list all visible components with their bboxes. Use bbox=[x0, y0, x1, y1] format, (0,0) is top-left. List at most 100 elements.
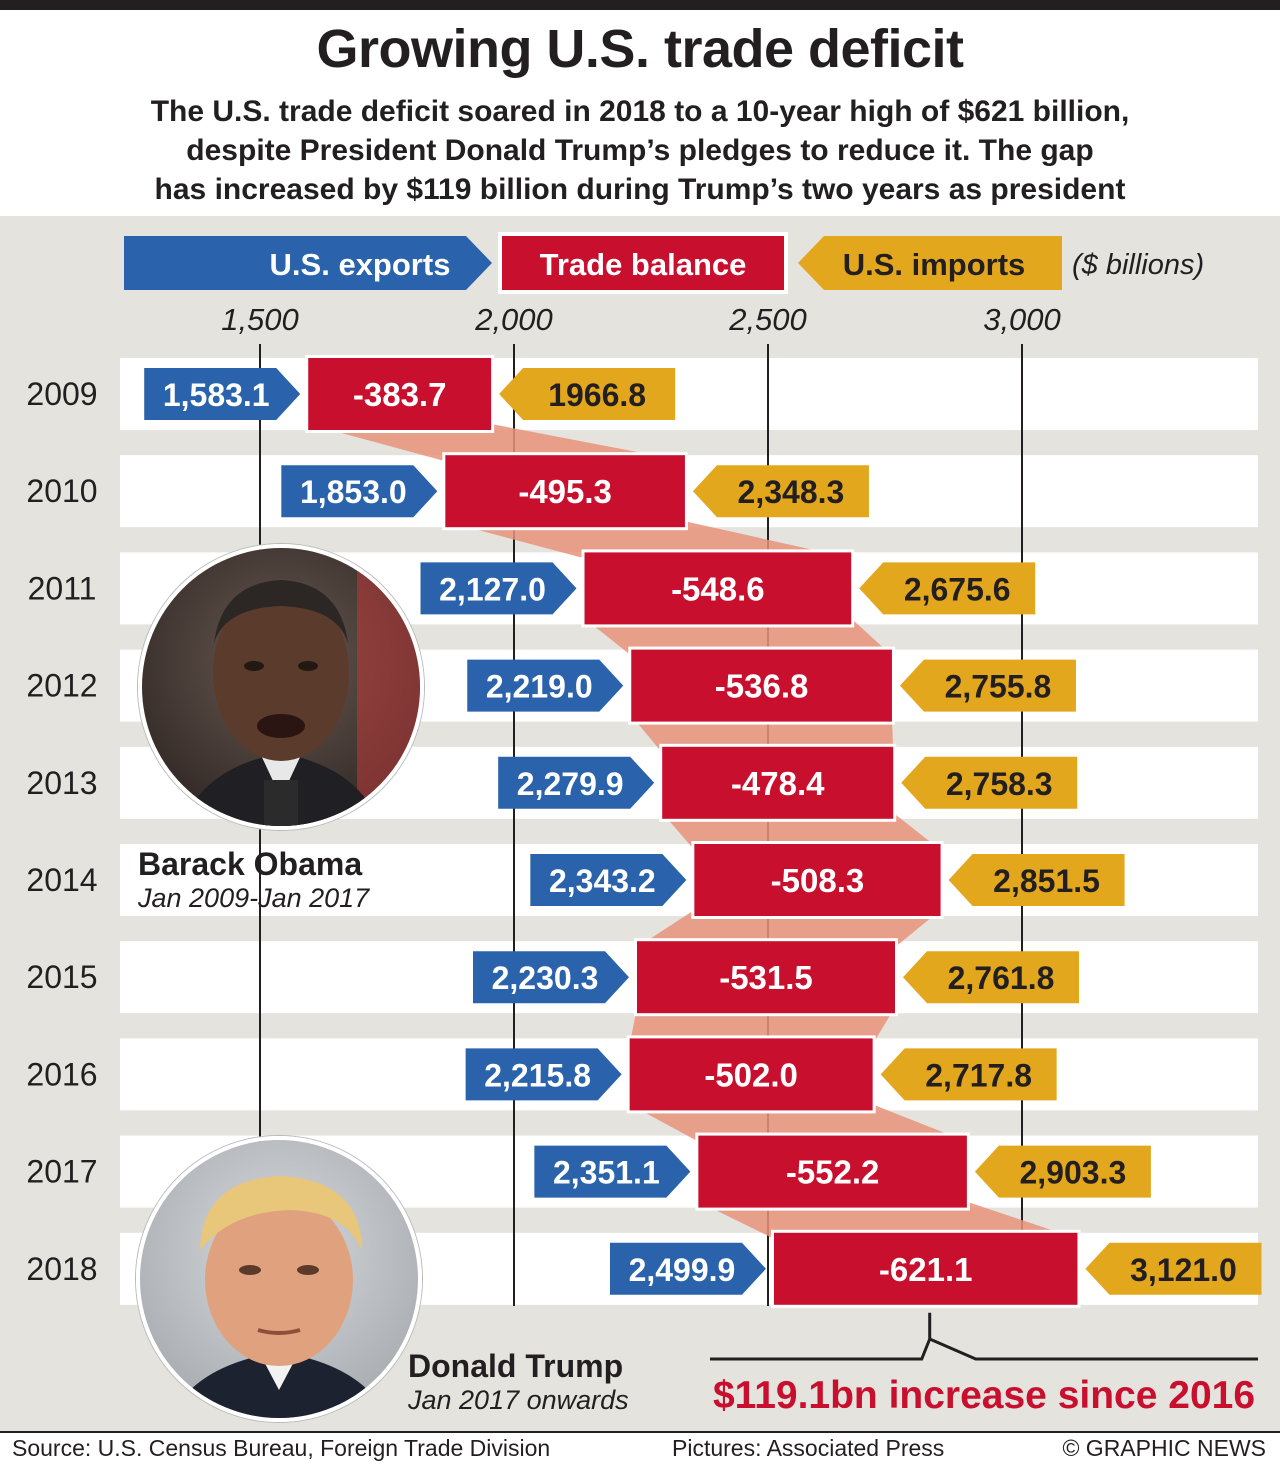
balance-connector bbox=[698, 1201, 1078, 1239]
exports-arrow bbox=[420, 562, 577, 615]
imports-arrow bbox=[880, 1048, 1057, 1101]
x-tick-label: 2,500 bbox=[728, 302, 807, 337]
legend-units: ($ billions) bbox=[1072, 249, 1204, 281]
trump-name: Donald Trump bbox=[408, 1348, 624, 1384]
balance-box bbox=[636, 941, 895, 1014]
imports-arrow bbox=[1085, 1242, 1262, 1295]
obama-portrait bbox=[138, 544, 424, 830]
balance-box bbox=[698, 1135, 967, 1208]
imports-value-label: 2,903.3 bbox=[1019, 1155, 1126, 1191]
imports-value-label: 2,761.8 bbox=[948, 960, 1055, 996]
imports-arrow bbox=[948, 854, 1125, 906]
row-year-label: 2018 bbox=[26, 1251, 97, 1287]
balance-value-label: -552.2 bbox=[786, 1154, 880, 1191]
balance-box bbox=[308, 358, 492, 430]
annotation-text: $119.1bn increase since 2016 bbox=[713, 1374, 1255, 1417]
balance-box bbox=[694, 844, 941, 916]
row-year-label: 2015 bbox=[26, 959, 97, 995]
balance-value-label: -536.8 bbox=[715, 668, 809, 705]
exports-arrow bbox=[530, 854, 687, 906]
imports-arrow bbox=[692, 465, 869, 518]
footer-copyright: © GRAPHIC NEWS bbox=[1062, 1435, 1266, 1461]
legend-imports-label: U.S. imports bbox=[843, 247, 1026, 282]
balance-box bbox=[445, 455, 685, 528]
subtitle-line-3: has increased by $119 billion during Tru… bbox=[154, 173, 1126, 206]
balance-connector bbox=[631, 715, 894, 753]
balance-value-label: -383.7 bbox=[353, 376, 447, 413]
exports-arrow bbox=[609, 1242, 766, 1295]
subtitle-line-2: despite President Donald Trump’s pledges… bbox=[186, 134, 1094, 167]
balance-box bbox=[773, 1232, 1078, 1305]
legend-exports-label: U.S. exports bbox=[270, 247, 451, 282]
imports-arrow bbox=[499, 368, 676, 420]
balance-value-label: -548.6 bbox=[671, 570, 765, 607]
trade-chart: U.S. exports Trade balance U.S. imports ($ … bbox=[26, 232, 1262, 1417]
row-year-label: 2009 bbox=[26, 376, 97, 412]
trump-term: Jan 2017 onwards bbox=[408, 1385, 629, 1415]
legend-exports-arrow bbox=[124, 236, 492, 290]
exports-arrow bbox=[465, 1048, 622, 1101]
balance-box bbox=[631, 649, 892, 722]
exports-value-label: 1,853.0 bbox=[300, 474, 407, 510]
chart-subtitle: The U.S. trade deficit soared in 2018 to… bbox=[20, 92, 1260, 209]
balance-value-label: -478.4 bbox=[731, 765, 825, 802]
balance-value-label: -502.0 bbox=[704, 1056, 798, 1093]
x-tick-label: 1,500 bbox=[221, 302, 299, 337]
footer-bar bbox=[0, 1431, 1280, 1478]
imports-arrow bbox=[899, 659, 1076, 712]
exports-value-label: 2,230.3 bbox=[492, 960, 599, 996]
balance-box bbox=[629, 1038, 873, 1111]
balance-connector bbox=[445, 521, 852, 559]
exports-arrow bbox=[467, 659, 624, 712]
row-year-label: 2014 bbox=[26, 862, 97, 898]
imports-value-label: 2,755.8 bbox=[945, 669, 1052, 705]
exports-value-label: 2,219.0 bbox=[486, 669, 593, 705]
exports-value-label: 2,351.1 bbox=[553, 1155, 660, 1191]
exports-value-label: 2,343.2 bbox=[549, 863, 656, 899]
exports-value-label: 2,127.0 bbox=[439, 571, 546, 607]
balance-box bbox=[584, 552, 852, 625]
imports-arrow bbox=[902, 951, 1079, 1004]
exports-value-label: 2,499.9 bbox=[629, 1252, 736, 1288]
exports-value-label: 2,279.9 bbox=[517, 766, 624, 802]
imports-arrow bbox=[974, 1145, 1151, 1198]
legend-imports-arrow bbox=[798, 236, 1062, 290]
obama-name: Barack Obama bbox=[138, 846, 363, 882]
balance-value-label: -495.3 bbox=[518, 473, 612, 510]
obama-portrait-icon bbox=[142, 548, 420, 826]
obama-term: Jan 2009-Jan 2017 bbox=[138, 883, 370, 913]
top-rule bbox=[0, 0, 1280, 10]
imports-value-label: 2,851.5 bbox=[993, 863, 1100, 899]
exports-value-label: 2,215.8 bbox=[484, 1057, 591, 1093]
legend-balance-box bbox=[502, 236, 784, 290]
exports-arrow bbox=[534, 1145, 691, 1198]
footer-source: Source: U.S. Census Bureau, Foreign Trad… bbox=[12, 1435, 551, 1461]
footer-pictures: Pictures: Associated Press bbox=[672, 1435, 945, 1461]
balance-connector bbox=[629, 1007, 895, 1045]
row-year-label: 2013 bbox=[26, 765, 97, 801]
imports-value-label: 2,675.6 bbox=[904, 571, 1011, 607]
chart-title: Growing U.S. trade deficit bbox=[316, 19, 964, 79]
exports-value-label: 1,583.1 bbox=[163, 377, 270, 413]
x-tick-label: 3,000 bbox=[983, 302, 1061, 337]
imports-arrow bbox=[859, 562, 1036, 615]
annotation-callout-line bbox=[710, 1312, 1258, 1361]
exports-arrow bbox=[281, 465, 438, 518]
x-tick-label: 2,000 bbox=[474, 302, 553, 337]
row-year-label: 2010 bbox=[26, 473, 97, 509]
row-year-label: 2011 bbox=[28, 570, 97, 606]
exports-arrow bbox=[472, 951, 629, 1004]
subtitle-line-1: The U.S. trade deficit soared in 2018 to… bbox=[150, 95, 1130, 128]
row-year-label: 2016 bbox=[26, 1056, 97, 1092]
balance-connector bbox=[629, 1104, 967, 1142]
trump-portrait bbox=[136, 1136, 422, 1422]
trump-portrait-icon bbox=[140, 1140, 418, 1418]
imports-value-label: 2,717.8 bbox=[925, 1057, 1032, 1093]
imports-arrow bbox=[901, 756, 1078, 809]
exports-arrow bbox=[144, 368, 301, 420]
row-year-label: 2017 bbox=[26, 1154, 97, 1190]
legend-balance-label: Trade balance bbox=[540, 247, 747, 282]
balance-value-label: -531.5 bbox=[719, 959, 813, 996]
balance-box bbox=[662, 746, 894, 819]
chart-panel: U.S. exports Trade balance U.S. imports ($ … bbox=[0, 216, 1280, 1431]
